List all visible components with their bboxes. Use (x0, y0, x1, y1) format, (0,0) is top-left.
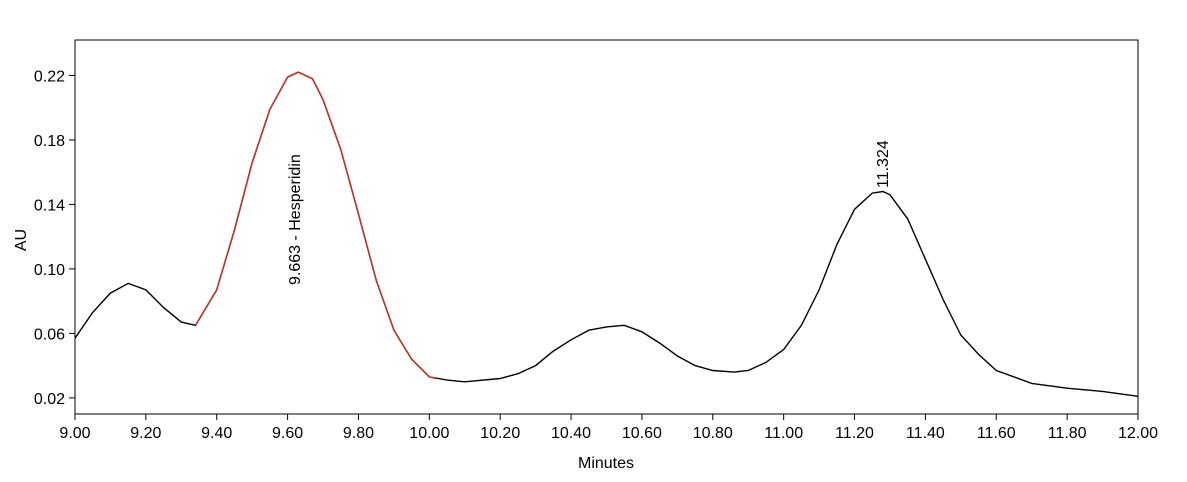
x-tick-label: 11.80 (1048, 425, 1087, 442)
x-tick-label: 10.60 (622, 425, 662, 442)
x-tick-label: 11.40 (906, 425, 945, 442)
peak-annotation: 9.663 - Hesperidin (287, 154, 304, 285)
x-axis-label: Minutes (578, 455, 634, 472)
peak-annotation: 11.324 (875, 140, 892, 188)
y-tick-label: 0.06 (34, 326, 65, 343)
x-tick-label: 9.40 (201, 425, 232, 442)
y-axis-label: AU (13, 229, 30, 251)
y-tick-label: 0.02 (34, 391, 65, 408)
y-tick-label: 0.10 (34, 262, 65, 279)
x-tick-label: 11.60 (977, 425, 1016, 442)
x-tick-label: 9.60 (272, 425, 303, 442)
y-tick-label: 0.18 (34, 133, 65, 150)
x-tick-label: 11.20 (835, 425, 874, 442)
series-line (74, 71, 1139, 397)
x-tick-label: 9.20 (130, 425, 161, 442)
x-tick-label: 9.80 (343, 425, 374, 442)
x-tick-label: 10.80 (693, 425, 733, 442)
y-tick-label: 0.22 (34, 68, 65, 85)
x-tick-label: 9.00 (59, 425, 90, 442)
x-tick-label: 10.00 (409, 425, 449, 442)
y-tick-label: 0.14 (34, 197, 65, 214)
x-tick-label: 10.40 (551, 425, 591, 442)
x-tick-label: 10.20 (480, 425, 520, 442)
series-line (194, 71, 437, 380)
x-tick-label: 11.00 (764, 425, 803, 442)
x-tick-label: 12.00 (1118, 425, 1158, 442)
plot-frame (74, 39, 1139, 415)
